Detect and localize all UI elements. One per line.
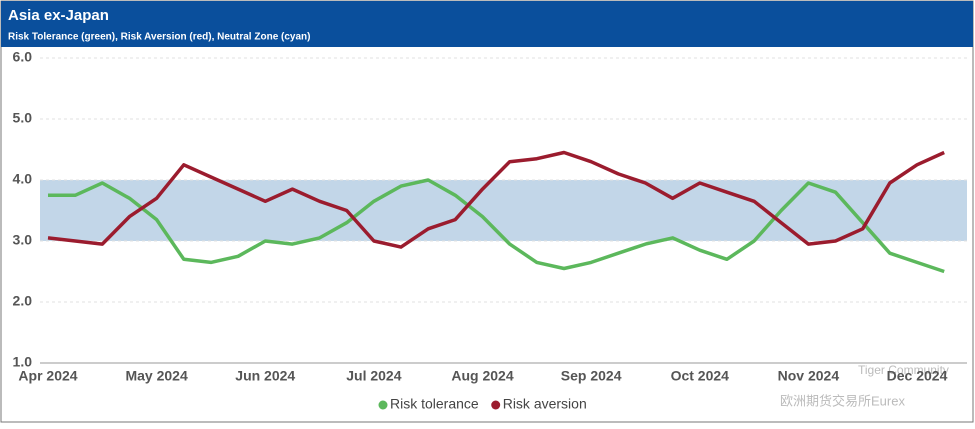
y-tick-label: 4.0 [13,171,33,187]
series-line [47,150,945,249]
y-tick-label: 2.0 [13,293,33,309]
neutral-zone [40,180,967,241]
watermark: 欧洲期货交易所Eurex [780,393,905,408]
chart-subtitle: Risk Tolerance (green), Risk Aversion (r… [8,32,311,43]
legend-marker [491,400,501,410]
x-tick-label: Apr 2024 [18,368,77,384]
header [1,1,973,47]
x-tick-label: Nov 2024 [778,368,840,384]
legend-label: Risk aversion [503,396,587,412]
x-tick-label: Sep 2024 [561,368,622,384]
chart-title: Asia ex-Japan [8,7,109,24]
x-tick-label: Oct 2024 [671,368,730,384]
watermark: Tiger Community [858,363,949,377]
y-tick-label: 5.0 [13,110,33,126]
y-tick-label: 6.0 [13,49,33,65]
series-line [48,178,945,274]
x-tick-label: Aug 2024 [451,368,513,384]
y-tick-label: 3.0 [13,232,33,248]
legend-label: Risk tolerance [390,396,479,412]
legend-marker [378,400,388,410]
x-tick-label: May 2024 [125,368,187,384]
y-tick-label: 1.0 [13,354,33,370]
x-tick-label: Jun 2024 [235,368,295,384]
x-tick-label: Jul 2024 [346,368,401,384]
x-tick-label: Dec 2024 [887,368,948,384]
